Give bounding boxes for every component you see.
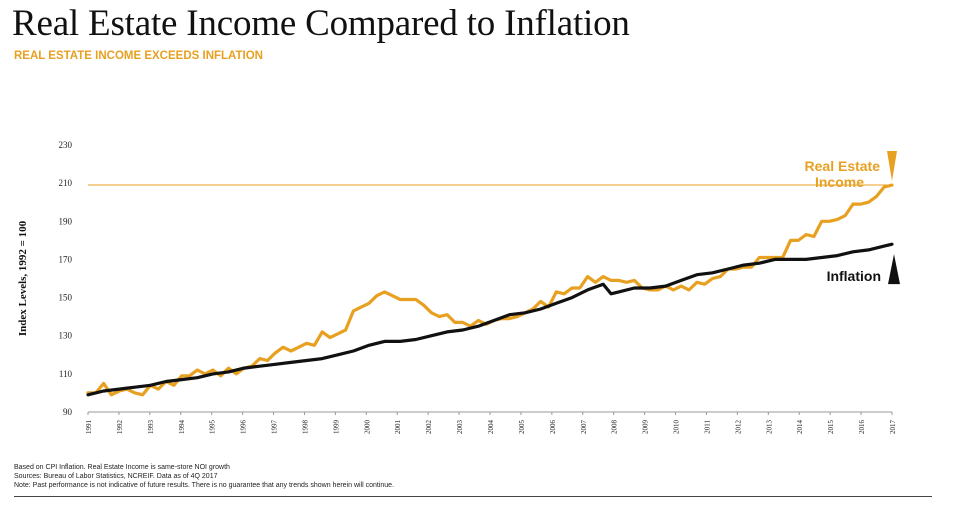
x-tick-label: 2009 [642, 420, 650, 435]
income-series-label-line1: Real Estate [805, 158, 881, 174]
y-tick-label: 190 [59, 216, 73, 226]
footnotes: Based on CPI Inflation. Real Estate Inco… [14, 463, 394, 490]
income-series-line [86, 183, 894, 397]
footnote-line: Note: Past performance is not indicative… [14, 482, 395, 489]
y-tick-label: 110 [59, 369, 73, 379]
inflation-arrow-marker [888, 254, 900, 285]
x-tick-label: 2011 [703, 420, 711, 434]
y-tick-label: 210 [59, 178, 73, 188]
inflation-series-label: Inflation [827, 268, 881, 284]
footer-divider [14, 496, 932, 497]
x-tick-label: 2002 [425, 420, 433, 435]
inflation-series-line [86, 242, 894, 397]
x-tick-label: 2010 [673, 420, 681, 435]
y-tick-label: 90 [63, 407, 73, 417]
x-tick-label: 1992 [116, 420, 124, 435]
x-tick-label: 2007 [580, 420, 588, 435]
page-title: Real Estate Income Compared to Inflation [12, 3, 630, 44]
x-tick-label: 2008 [611, 420, 619, 435]
y-tick-label: 150 [59, 293, 73, 303]
footnote-line: Based on CPI Inflation. Real Estate Inco… [14, 464, 230, 471]
x-tick-label: 1991 [85, 420, 93, 435]
income-series-label-line2: Income [815, 174, 864, 190]
x-tick-label: 2013 [765, 420, 773, 435]
x-tick-label: 2003 [456, 420, 464, 435]
x-tick-label: 1995 [209, 420, 217, 435]
x-tick-label: 2004 [487, 420, 495, 435]
y-tick-label: 130 [59, 331, 73, 341]
x-tick-label: 2000 [363, 420, 371, 435]
x-tick-label: 2005 [518, 420, 526, 435]
x-tick-label: 2014 [796, 420, 804, 435]
x-tick-label: 2006 [549, 420, 557, 435]
x-tick-label: 1998 [301, 420, 309, 435]
x-tick-label: 2001 [394, 420, 402, 435]
x-tick-label: 2017 [889, 420, 897, 435]
footnote-line: Sources: Bureau of Labor Statistics, NCR… [14, 473, 218, 480]
x-tick-label: 2015 [827, 420, 835, 435]
income-arrow-marker [887, 151, 897, 182]
y-axis-label: Index Levels, 1992 = 100 [17, 220, 29, 336]
page-subtitle: REAL ESTATE INCOME EXCEEDS INFLATION [14, 50, 263, 62]
y-tick-label: 230 [59, 140, 73, 150]
x-tick-label: 1997 [271, 420, 279, 435]
x-tick-label: 1993 [147, 420, 155, 435]
x-tick-label: 1996 [240, 420, 248, 435]
x-tick-label: 1999 [332, 420, 340, 435]
x-tick-label: 1994 [178, 420, 186, 435]
x-tick-label: 2016 [858, 420, 866, 435]
x-tick-label: 2012 [734, 420, 742, 435]
line-chart: 90 110 130 150 170 190 210 230 Index Levels, 199… [17, 140, 900, 435]
y-tick-label: 170 [59, 254, 73, 264]
